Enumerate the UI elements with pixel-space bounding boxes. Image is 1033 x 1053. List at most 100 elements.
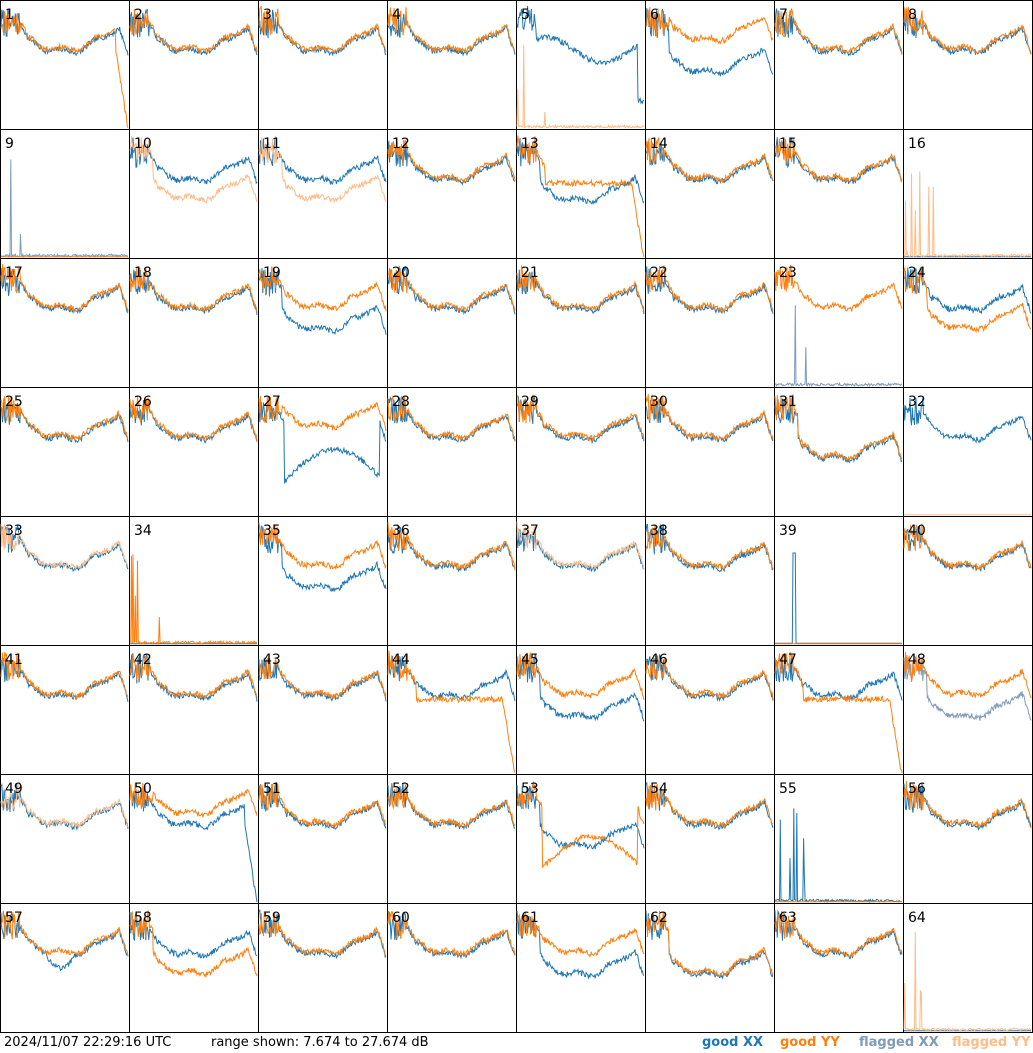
legend-good-yy: good YY [780, 1035, 840, 1050]
panel-19: 19 [258, 258, 388, 388]
series-yy-line [0, 523, 129, 570]
panel-34: 34 [129, 516, 259, 646]
series-yy-line [387, 139, 516, 184]
panel-58: 58 [129, 903, 259, 1033]
panel-49: 49 [0, 774, 130, 904]
series-yy-line [774, 652, 903, 774]
panel-48: 48 [903, 645, 1033, 775]
panel-number-label: 17 [5, 265, 23, 281]
series-yy-line [129, 782, 258, 818]
series-xx-line [0, 159, 129, 259]
panel-frame [774, 387, 904, 517]
panel-frame [645, 774, 775, 904]
series-yy-line [645, 783, 774, 829]
panel-51: 51 [258, 774, 388, 904]
panel-frame [774, 645, 904, 775]
panel-number-label: 57 [5, 910, 23, 926]
panel-43: 43 [258, 645, 388, 775]
series-xx-line [516, 653, 645, 722]
series-xx-line [0, 912, 129, 972]
panel-number-label: 49 [5, 781, 23, 797]
series-yy-line [0, 264, 129, 313]
panel-54: 54 [645, 774, 775, 904]
series-yy-line [903, 267, 1032, 334]
series-yy-line [903, 523, 1032, 570]
panel-frame [774, 903, 904, 1033]
series-xx-line [516, 138, 645, 205]
series-yy-line [258, 657, 387, 699]
panel-frame [258, 516, 388, 646]
panel-52: 52 [387, 774, 517, 904]
panel-17: 17 [0, 258, 130, 388]
series-yy-line [516, 45, 645, 130]
panel-55: 55 [774, 774, 904, 904]
panel-number-label: 7 [779, 7, 788, 23]
series-yy-line [387, 650, 516, 773]
panel-number-label: 10 [134, 136, 152, 152]
panel-62: 62 [645, 903, 775, 1033]
series-yy-line [387, 522, 516, 571]
panel-number-label: 11 [263, 136, 281, 152]
panel-8: 8 [903, 0, 1033, 130]
panel-number-label: 54 [650, 781, 668, 797]
panel-46: 46 [645, 645, 775, 775]
panel-57: 57 [0, 903, 130, 1033]
series-xx-line [516, 395, 645, 445]
panel-number-label: 1 [5, 7, 14, 23]
series-yy-line [129, 554, 258, 646]
panel-number-label: 20 [392, 265, 410, 281]
series-yy-line [903, 171, 1032, 258]
panel-frame [516, 129, 646, 259]
panel-3: 3 [258, 0, 388, 130]
series-xx-line [516, 527, 645, 573]
series-xx-line [0, 9, 129, 57]
panel-frame [0, 645, 130, 775]
panel-53: 53 [516, 774, 646, 904]
series-xx-line [129, 269, 258, 315]
panel-number-label: 34 [134, 523, 152, 539]
panel-35: 35 [258, 516, 388, 646]
series-xx-line [258, 137, 387, 186]
panel-14: 14 [645, 129, 775, 259]
panel-11: 11 [258, 129, 388, 259]
series-yy-line [258, 522, 387, 570]
series-xx-line [645, 910, 774, 980]
panel-number-label: 3 [263, 7, 272, 23]
panel-21: 21 [516, 258, 646, 388]
series-xx-line [129, 137, 258, 185]
panel-frame [0, 258, 130, 388]
series-xx-line [775, 552, 902, 644]
series-yy-line [258, 266, 387, 312]
legend-flagged-yy: flagged YY [952, 1035, 1031, 1050]
panel-number-label: 62 [650, 910, 668, 926]
panel-number-label: 51 [263, 781, 281, 797]
panel-12: 12 [387, 129, 517, 259]
panel-frame [645, 645, 775, 775]
panel-number-label: 55 [779, 781, 797, 797]
panel-number-label: 8 [908, 7, 917, 23]
series-yy-line [645, 655, 774, 700]
panel-32: 32 [903, 387, 1033, 517]
panel-number-label: 4 [392, 7, 401, 23]
series-xx-line [774, 808, 903, 904]
series-yy-line [904, 651, 1032, 699]
panel-number-label: 23 [779, 265, 797, 281]
panel-frame [387, 645, 517, 775]
panel-number-label: 64 [908, 910, 926, 926]
series-yy-line [516, 780, 645, 869]
panel-number-label: 19 [263, 265, 281, 281]
series-yy-line [903, 931, 1032, 1032]
panel-frame [516, 516, 646, 646]
panel-number-label: 52 [392, 781, 410, 797]
series-yy-line [258, 396, 387, 432]
panel-59: 59 [258, 903, 388, 1033]
panel-number-label: 31 [779, 394, 797, 410]
series-xx-line [129, 785, 258, 903]
panel-9: 9 [0, 129, 130, 259]
panel-frame [774, 129, 904, 259]
series-xx-line [903, 9, 1032, 56]
footer-bar: 2024/11/07 22:29:16 UTC range shown: 7.6… [0, 1034, 1033, 1053]
panel-41: 41 [0, 645, 130, 775]
series-yy-line [774, 7, 903, 55]
